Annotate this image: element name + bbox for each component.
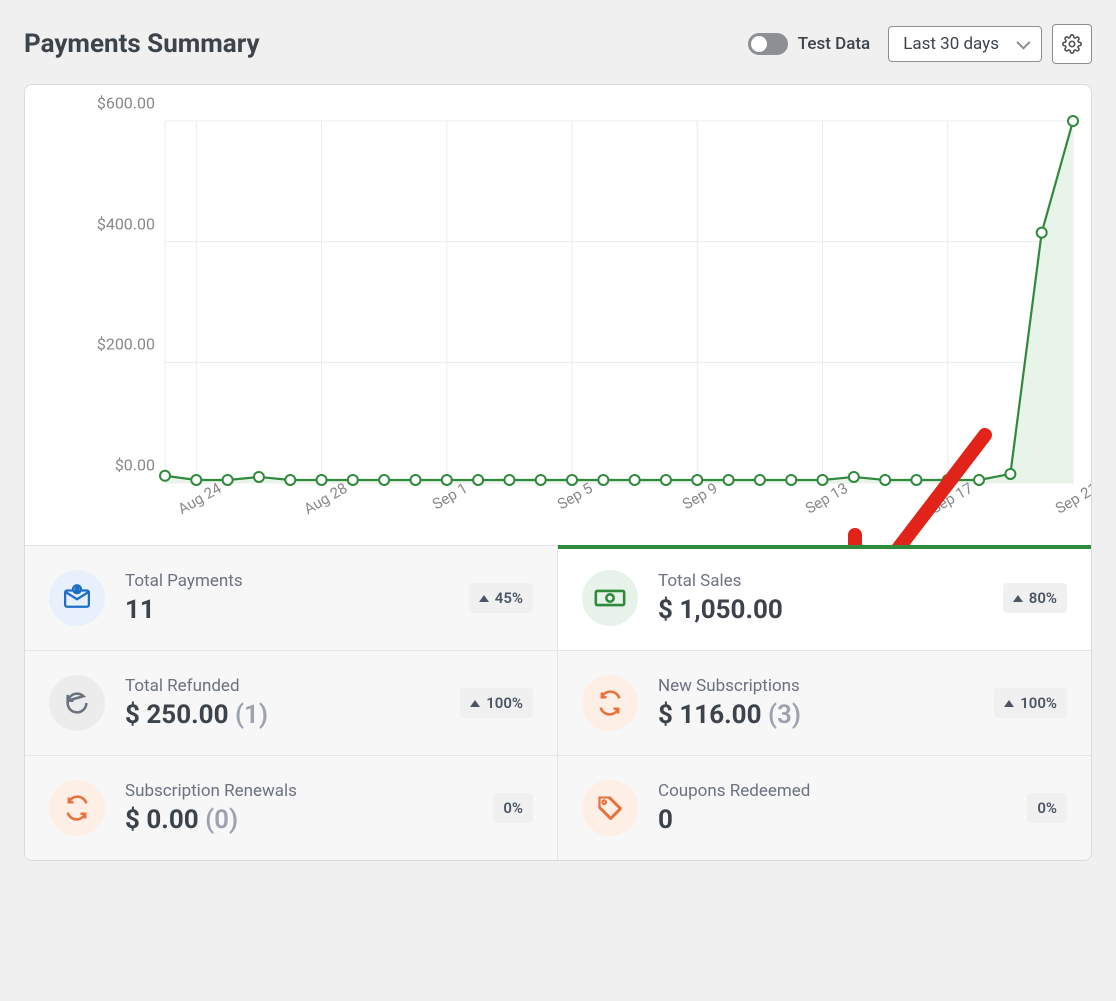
chevron-down-icon bbox=[1016, 36, 1030, 50]
settings-button[interactable] bbox=[1052, 24, 1092, 64]
stat-value: $ 250.00 (1) bbox=[125, 700, 440, 730]
stat-delta: 100% bbox=[994, 688, 1067, 718]
gear-icon bbox=[1062, 34, 1082, 54]
stat-label: Total Sales bbox=[658, 571, 983, 591]
stat-card-total-refunded[interactable]: Total Refunded $ 250.00 (1) 100% bbox=[25, 650, 558, 755]
cash-icon bbox=[582, 570, 638, 626]
svg-text:$: $ bbox=[75, 586, 79, 594]
summary-panel: $0.00$200.00$400.00$600.00Aug 24Aug 28Se… bbox=[24, 84, 1092, 861]
stat-label: Subscription Renewals bbox=[125, 781, 473, 801]
stat-card-coupons-redeemed[interactable]: Coupons Redeemed 0 0% bbox=[558, 755, 1091, 860]
test-data-toggle[interactable] bbox=[748, 33, 788, 55]
stat-value: $ 1,050.00 bbox=[658, 595, 983, 625]
stat-value: $ 116.00 (3) bbox=[658, 700, 974, 730]
stat-delta: 0% bbox=[1027, 793, 1067, 823]
stat-label: Coupons Redeemed bbox=[658, 781, 1007, 801]
y-axis-label: $400.00 bbox=[97, 214, 155, 233]
test-data-label: Test Data bbox=[798, 34, 870, 54]
stat-value: 11 bbox=[125, 595, 449, 625]
stat-card-total-payments[interactable]: $ Total Payments 11 45% bbox=[25, 545, 558, 650]
stat-value: $ 0.00 (0) bbox=[125, 805, 473, 835]
y-axis-label: $600.00 bbox=[97, 94, 155, 113]
page-title: Payments Summary bbox=[24, 29, 748, 59]
sales-chart[interactable]: $0.00$200.00$400.00$600.00Aug 24Aug 28Se… bbox=[25, 85, 1091, 545]
stat-card-total-sales[interactable]: Total Sales $ 1,050.00 80% bbox=[558, 545, 1091, 650]
refresh-icon bbox=[49, 780, 105, 836]
stat-label: Total Payments bbox=[125, 571, 449, 591]
y-axis-label: $200.00 bbox=[97, 335, 155, 354]
stat-label: New Subscriptions bbox=[658, 676, 974, 696]
date-range-select[interactable]: Last 30 days bbox=[888, 26, 1042, 62]
refresh-icon bbox=[582, 675, 638, 731]
stat-delta: 0% bbox=[493, 793, 533, 823]
y-axis-label: $0.00 bbox=[115, 456, 155, 475]
stats-grid: $ Total Payments 11 45% Total Sales $ 1,… bbox=[25, 545, 1091, 860]
undo-icon bbox=[49, 675, 105, 731]
date-range-value: Last 30 days bbox=[903, 34, 999, 54]
envelope-dollar-icon: $ bbox=[49, 570, 105, 626]
stat-card-new-subscriptions[interactable]: New Subscriptions $ 116.00 (3) 100% bbox=[558, 650, 1091, 755]
stat-delta: 100% bbox=[460, 688, 533, 718]
stat-value: 0 bbox=[658, 805, 1007, 835]
stat-delta: 80% bbox=[1003, 583, 1067, 613]
stat-label: Total Refunded bbox=[125, 676, 440, 696]
stat-delta: 45% bbox=[469, 583, 533, 613]
stat-card-subscription-renewals[interactable]: Subscription Renewals $ 0.00 (0) 0% bbox=[25, 755, 558, 860]
tag-icon bbox=[582, 780, 638, 836]
